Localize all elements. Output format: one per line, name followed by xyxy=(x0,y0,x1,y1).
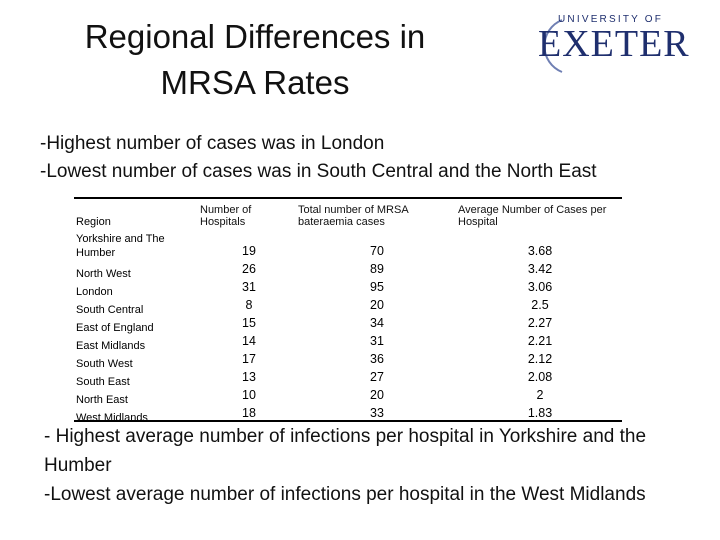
average-cell: 2.12 xyxy=(527,352,553,366)
table-row: South Central 8 20 2.5 xyxy=(74,298,622,321)
header-hospitals: Number of Hospitals xyxy=(200,204,252,228)
cases-cell: 20 xyxy=(370,298,384,312)
table-row: North East 10 20 2 xyxy=(74,388,622,411)
table-row: East of England 15 34 2.27 xyxy=(74,316,622,339)
average-cell: 2.21 xyxy=(527,334,553,348)
cases-cell: 89 xyxy=(370,262,384,276)
cases-cell: 70 xyxy=(370,244,384,258)
region-cell: North East xyxy=(76,394,128,406)
cases-cell: 27 xyxy=(370,370,384,384)
region-cell: Yorkshire and The Humber xyxy=(76,233,165,259)
hospitals-cell: 31 xyxy=(242,280,256,294)
hospitals-cell: 14 xyxy=(242,334,256,348)
hospitals-cell: 10 xyxy=(242,388,256,402)
region-cell: South West xyxy=(76,358,133,370)
table-row: Yorkshire and The Humber 19 70 3.68 xyxy=(74,232,622,268)
region-cell: East of England xyxy=(76,322,154,334)
region-cell: West Midlands xyxy=(76,412,148,424)
hospitals-cell: 19 xyxy=(242,244,256,258)
bottom-bullets: - Highest average number of infections p… xyxy=(44,422,684,509)
header-cases: Total number of MRSA bateraemia cases xyxy=(298,204,409,228)
average-cell: 3.06 xyxy=(527,280,553,294)
average-cell: 2.27 xyxy=(527,316,553,330)
cases-cell: 95 xyxy=(370,280,384,294)
average-cell: 2 xyxy=(536,388,544,402)
region-cell: North West xyxy=(76,268,131,280)
bullet-highest-cases: -Highest number of cases was in London xyxy=(40,133,385,154)
table-row: London 31 95 3.06 xyxy=(74,280,622,303)
cases-cell: 36 xyxy=(370,352,384,366)
bullet-lowest-cases: -Lowest number of cases was in South Cen… xyxy=(40,161,597,182)
mrsa-table: Region Number of Hospitals Total number … xyxy=(74,197,622,424)
hospitals-cell: 15 xyxy=(242,316,256,330)
logo-main-text: EXETER xyxy=(538,23,690,65)
average-cell: 2.08 xyxy=(527,370,553,384)
table-row: West Midlands 18 33 1.83 xyxy=(74,406,622,429)
hospitals-cell: 17 xyxy=(242,352,256,366)
hospitals-cell: 8 xyxy=(245,298,253,312)
region-cell: South East xyxy=(76,376,130,388)
cases-cell: 33 xyxy=(370,406,384,420)
table-row: North West 26 89 3.42 xyxy=(74,262,622,285)
average-cell: 3.42 xyxy=(527,262,553,276)
table-row: East Midlands 14 31 2.21 xyxy=(74,334,622,357)
header-region: Region xyxy=(76,216,111,228)
top-bullets: -Highest number of cases was in London -… xyxy=(40,130,597,186)
region-cell: South Central xyxy=(76,304,144,316)
slide-title: Regional Differences in MRSA Rates xyxy=(84,18,426,101)
average-cell: 3.68 xyxy=(527,244,553,258)
logo-top-text: UNIVERSITY OF xyxy=(558,14,664,25)
cases-cell: 20 xyxy=(370,388,384,402)
region-cell: London xyxy=(76,286,113,298)
header-average: Average Number of Cases per Hospital xyxy=(458,204,607,228)
average-cell: 2.5 xyxy=(531,298,549,312)
table-row: South East 13 27 2.08 xyxy=(74,370,622,393)
average-cell: 1.83 xyxy=(527,406,553,420)
cases-cell: 34 xyxy=(370,316,384,330)
university-logo: UNIVERSITY OF EXETER xyxy=(528,14,718,84)
region-cell: East Midlands xyxy=(76,340,146,352)
hospitals-cell: 13 xyxy=(242,370,256,384)
cases-cell: 31 xyxy=(370,334,384,348)
hospitals-cell: 26 xyxy=(242,262,256,276)
table-row: South West 17 36 2.12 xyxy=(74,352,622,375)
hospitals-cell: 18 xyxy=(242,406,256,420)
bullet-highest-average: - Highest average number of infections p… xyxy=(44,426,647,476)
bullet-lowest-average: -Lowest average number of infections per… xyxy=(44,484,646,505)
logo-arc-icon xyxy=(543,19,563,73)
